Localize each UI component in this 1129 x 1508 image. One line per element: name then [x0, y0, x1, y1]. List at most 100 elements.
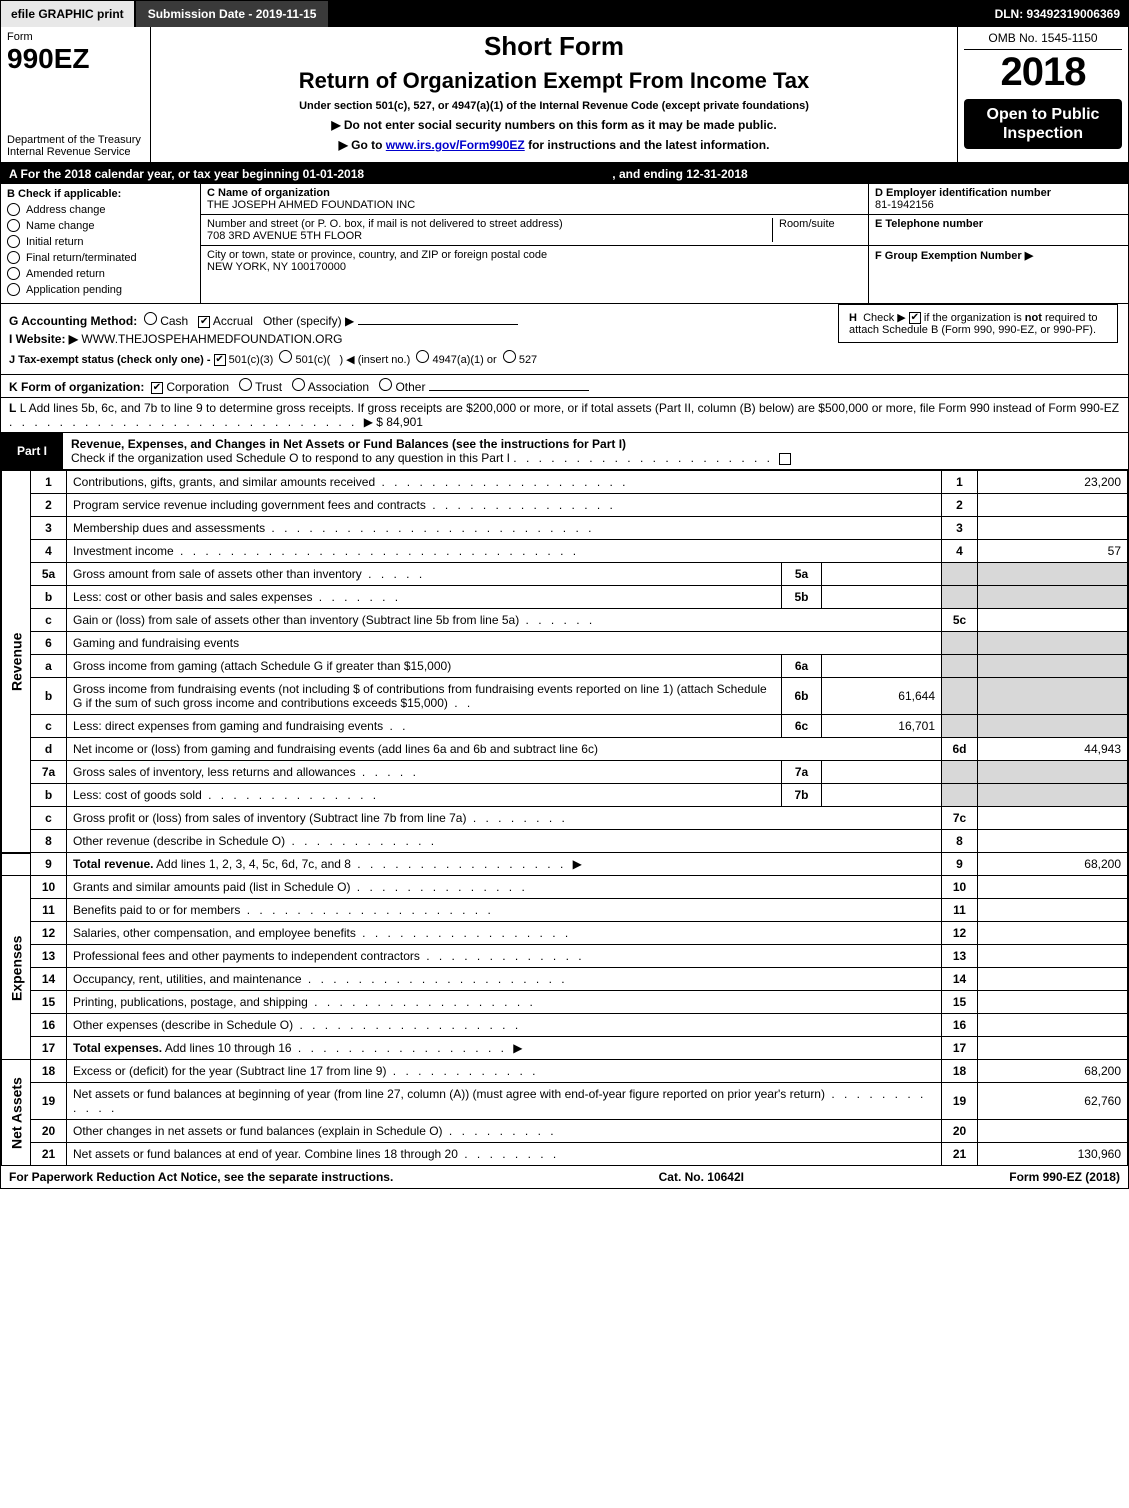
line-10: Expenses 10 Grants and similar amounts p… [2, 876, 1128, 899]
g-label: G Accounting Method: [9, 314, 137, 328]
line-14: 14 Occupancy, rent, utilities, and maint… [2, 968, 1128, 991]
form-990ez-page: efile GRAPHIC print Submission Date - 20… [0, 0, 1129, 1189]
chk-initial-return[interactable]: Initial return [7, 235, 194, 248]
line-13: 13 Professional fees and other payments … [2, 945, 1128, 968]
form-ref: Form 990-EZ (2018) [1009, 1170, 1120, 1184]
line-7a: 7a Gross sales of inventory, less return… [2, 761, 1128, 784]
efile-print-button[interactable]: efile GRAPHIC print [1, 1, 136, 27]
org-address: 708 3RD AVENUE 5TH FLOOR [207, 230, 772, 242]
org-name: THE JOSEPH AHMED FOUNDATION INC [207, 199, 862, 211]
part-i-header: Part I Revenue, Expenses, and Changes in… [1, 433, 1128, 470]
line-6d: d Net income or (loss) from gaming and f… [2, 738, 1128, 761]
omb-number: OMB No. 1545-1150 [964, 31, 1122, 50]
addr-label: Number and street (or P. O. box, if mail… [207, 218, 772, 230]
line-16: 16 Other expenses (describe in Schedule … [2, 1014, 1128, 1037]
form-word: Form [7, 31, 144, 43]
city-label: City or town, state or province, country… [207, 249, 862, 261]
h-check[interactable] [909, 312, 921, 324]
period-end: , and ending 12-31-2018 [612, 167, 747, 181]
j-label: J Tax-exempt status (check only one) - [9, 354, 211, 366]
k-label: K Form of organization: [9, 380, 144, 394]
line-17: 17 Total expenses. Add lines 10 through … [2, 1037, 1128, 1060]
paperwork-notice: For Paperwork Reduction Act Notice, see … [9, 1170, 393, 1184]
section-b: B Check if applicable: Address change Na… [1, 184, 201, 303]
line-18: Net Assets 18 Excess or (deficit) for th… [2, 1060, 1128, 1083]
k-other-input[interactable] [429, 390, 589, 391]
period-begin: A For the 2018 calendar year, or tax yea… [9, 167, 364, 181]
form-header: Form 990EZ Department of the Treasury In… [1, 27, 1128, 164]
line-3: 3 Membership dues and assessments . . . … [2, 517, 1128, 540]
line-11: 11 Benefits paid to or for members . . .… [2, 899, 1128, 922]
chk-amended-return[interactable]: Amended return [7, 267, 194, 280]
line-4: 4 Investment income . . . . . . . . . . … [2, 540, 1128, 563]
tax-year: 2018 [964, 50, 1122, 95]
e-label: E Telephone number [875, 218, 1122, 230]
chk-final-return[interactable]: Final return/terminated [7, 251, 194, 264]
k-assoc-radio[interactable] [292, 378, 305, 391]
l-text: L Add lines 5b, 6c, and 7b to line 9 to … [20, 401, 1119, 415]
line-8: 8 Other revenue (describe in Schedule O)… [2, 830, 1128, 853]
dept-treasury: Department of the Treasury Internal Reve… [7, 134, 144, 158]
line-12: 12 Salaries, other compensation, and emp… [2, 922, 1128, 945]
part-i-schedule-o-check[interactable] [779, 453, 791, 465]
line-9: 9 Total revenue. Add lines 1, 2, 3, 4, 5… [2, 853, 1128, 876]
k-other-radio[interactable] [379, 378, 392, 391]
line-15: 15 Printing, publications, postage, and … [2, 991, 1128, 1014]
chk-application-pending[interactable]: Application pending [7, 283, 194, 296]
chk-address-change[interactable]: Address change [7, 203, 194, 216]
k-trust-radio[interactable] [239, 378, 252, 391]
chk-name-change[interactable]: Name change [7, 219, 194, 232]
l-amount: ▶ $ 84,901 [364, 415, 423, 429]
g-other-input[interactable] [358, 324, 518, 325]
short-form-title: Short Form [157, 31, 951, 62]
g-cash-radio[interactable] [144, 312, 157, 325]
revenue-side-label: Revenue [2, 471, 31, 853]
k-corp-check[interactable] [151, 382, 163, 394]
section-a-period: A For the 2018 calendar year, or tax yea… [1, 164, 1128, 184]
section-h: H Check ▶ if the organization is not req… [838, 304, 1118, 343]
i-label: I Website: ▶ [9, 332, 78, 346]
line-5b: b Less: cost or other basis and sales ex… [2, 586, 1128, 609]
line-2: 2 Program service revenue including gove… [2, 494, 1128, 517]
g-accrual-check[interactable] [198, 316, 210, 328]
submission-date-label: Submission Date - 2019-11-15 [136, 1, 329, 27]
section-k: K Form of organization: Corporation Trus… [1, 375, 1128, 398]
page-footer: For Paperwork Reduction Act Notice, see … [1, 1166, 1128, 1188]
ein-value: 81-1942156 [875, 199, 1122, 211]
open-public-badge: Open to Public Inspection [964, 99, 1122, 149]
part-i-badge: Part I [1, 433, 63, 469]
line-7b: b Less: cost of goods sold . . . . . . .… [2, 784, 1128, 807]
org-info-row: B Check if applicable: Address change Na… [1, 184, 1128, 304]
line-6c: c Less: direct expenses from gaming and … [2, 715, 1128, 738]
j-527-radio[interactable] [503, 350, 516, 363]
section-b-header: B Check if applicable: [7, 188, 194, 200]
line-6: 6 Gaming and fundraising events [2, 632, 1128, 655]
line-20: 20 Other changes in net assets or fund b… [2, 1120, 1128, 1143]
section-def: D Employer identification number 81-1942… [868, 184, 1128, 303]
d-label: D Employer identification number [875, 187, 1122, 199]
part-i-table: Revenue 1 Contributions, gifts, grants, … [1, 470, 1128, 1166]
website-value: WWW.THEJOSPEHAHMEDFOUNDATION.ORG [81, 332, 342, 346]
line-5c: c Gain or (loss) from sale of assets oth… [2, 609, 1128, 632]
under-section: Under section 501(c), 527, or 4947(a)(1)… [157, 100, 951, 112]
line-7c: c Gross profit or (loss) from sales of i… [2, 807, 1128, 830]
j-501c3-check[interactable] [214, 354, 226, 366]
section-c: C Name of organization THE JOSEPH AHMED … [201, 184, 868, 303]
irs-link[interactable]: www.irs.gov/Form990EZ [386, 138, 525, 152]
top-bar: efile GRAPHIC print Submission Date - 20… [1, 1, 1128, 27]
part-i-title: Revenue, Expenses, and Changes in Net As… [71, 437, 626, 451]
line-21: 21 Net assets or fund balances at end of… [2, 1143, 1128, 1166]
line-6b: b Gross income from fundraising events (… [2, 678, 1128, 715]
ssn-warning: ▶ Do not enter social security numbers o… [157, 118, 951, 132]
c-label: C Name of organization [207, 187, 862, 199]
j-501c-radio[interactable] [279, 350, 292, 363]
j-4947-radio[interactable] [416, 350, 429, 363]
form-number: 990EZ [7, 43, 144, 75]
return-title: Return of Organization Exempt From Incom… [157, 68, 951, 94]
f-label: F Group Exemption Number ▶ [875, 249, 1122, 262]
line-6a: a Gross income from gaming (attach Sched… [2, 655, 1128, 678]
section-l: L L Add lines 5b, 6c, and 7b to line 9 t… [1, 398, 1128, 433]
part-i-checkline: Check if the organization used Schedule … [71, 451, 510, 465]
goto-instructions: ▶ Go to www.irs.gov/Form990EZ for instru… [157, 138, 951, 152]
line-5a: 5a Gross amount from sale of assets othe… [2, 563, 1128, 586]
